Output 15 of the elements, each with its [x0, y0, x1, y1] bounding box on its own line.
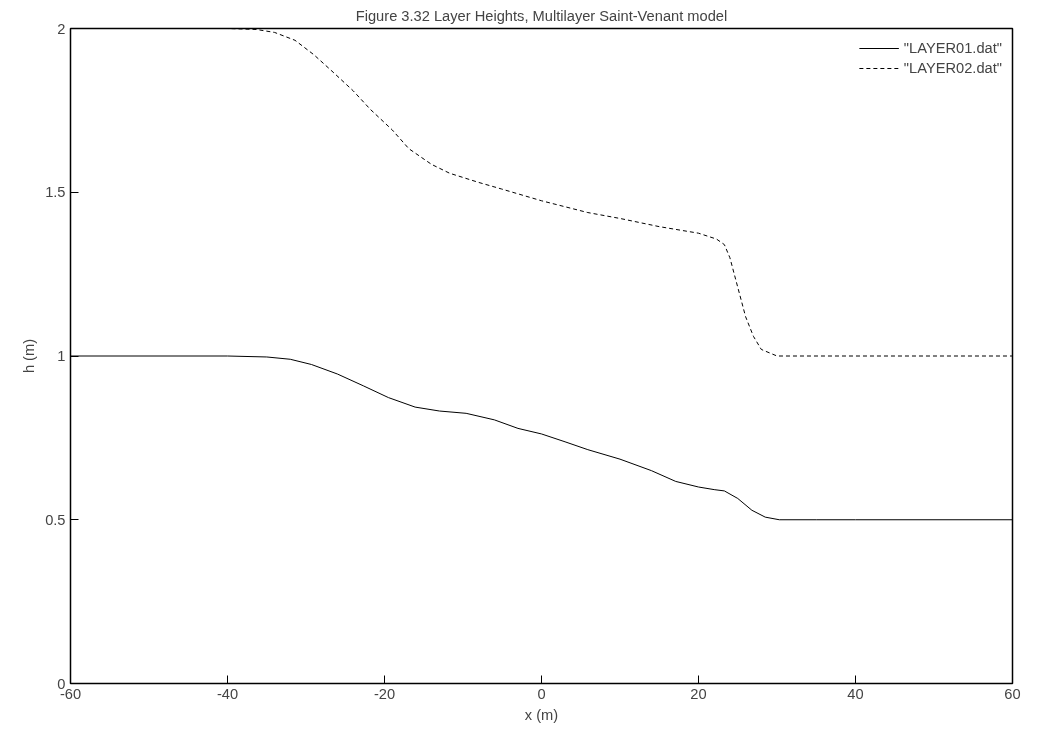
y-tick-label: 2	[57, 20, 66, 37]
y-tick-label: 0.5	[45, 511, 66, 528]
x-tick-label: 40	[847, 685, 864, 702]
legend-label: "LAYER01.dat"	[903, 40, 1002, 56]
x-tick-label: 20	[690, 685, 707, 702]
chart-title: Figure 3.32 Layer Heights, Multilayer Saint-Venant model	[355, 7, 728, 24]
x-axis-title: x (m)	[524, 706, 559, 723]
x-tick-label: 60	[1004, 685, 1021, 702]
x-tick-label: 0	[537, 685, 546, 702]
legend-label: "LAYER02.dat"	[903, 60, 1002, 76]
y-axis-title: h (m)	[21, 338, 38, 374]
y-tick-label: 1	[57, 348, 66, 364]
x-tick-label: -20	[373, 685, 396, 702]
y-tick-label: 1.5	[45, 184, 66, 201]
x-tick-label: -40	[216, 685, 239, 702]
